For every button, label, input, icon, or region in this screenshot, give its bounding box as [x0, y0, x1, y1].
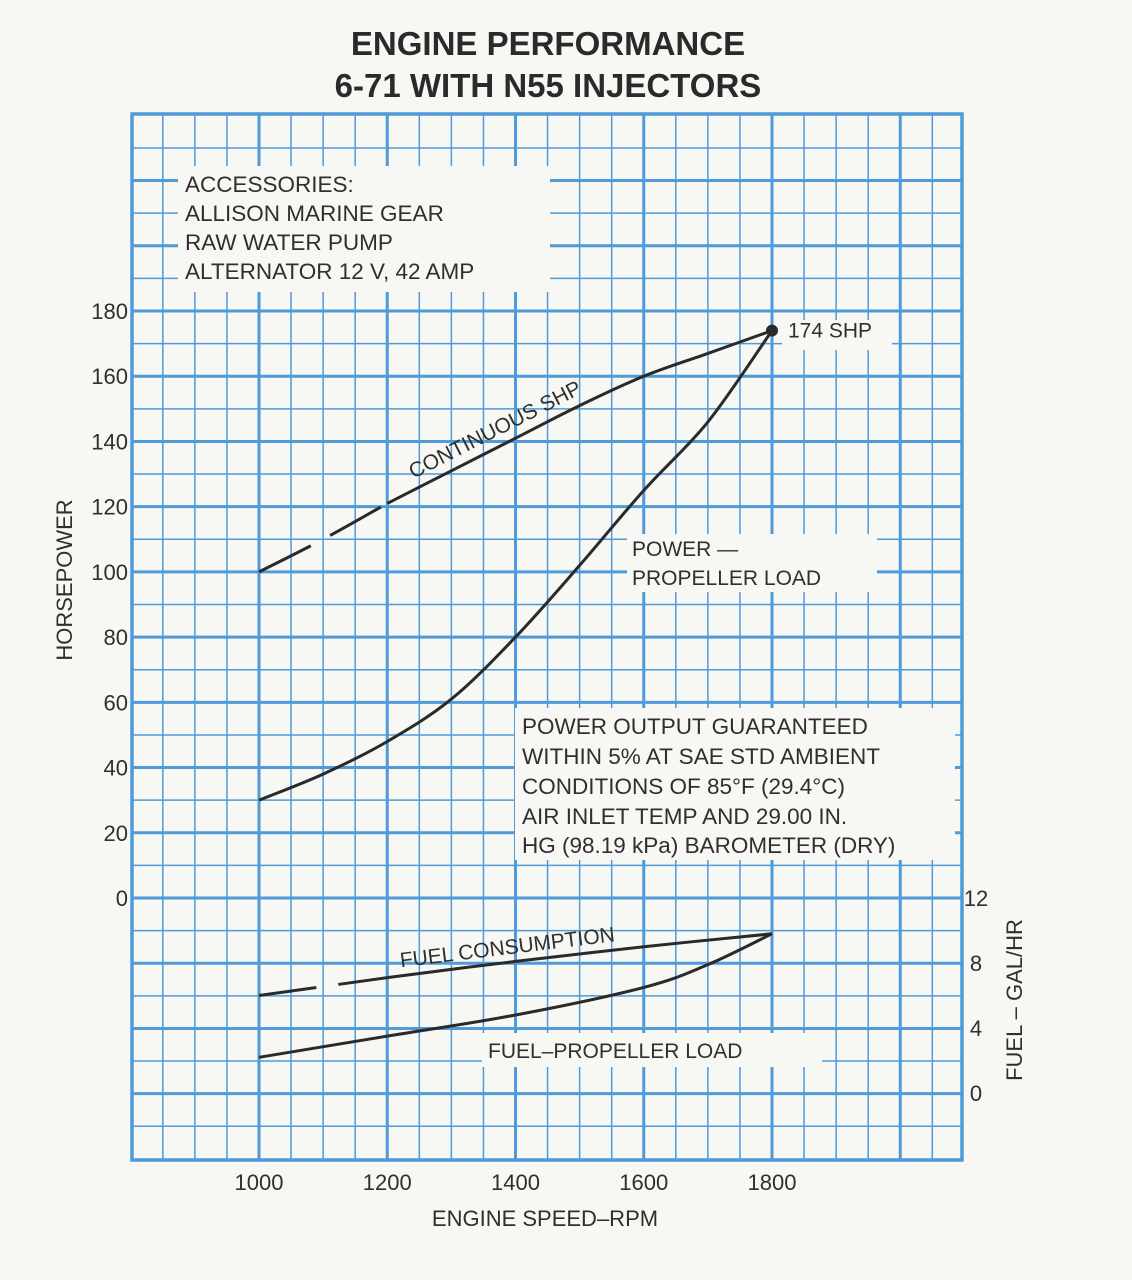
fuel-propeller-load-curve: [258, 932, 773, 1059]
y-right-tick-label: 12: [964, 886, 988, 911]
guarantee-line-3: CONDITIONS OF 85°F (29.4°C): [522, 774, 845, 799]
y-left-tick-label: 100: [91, 560, 128, 585]
y-left-tick-label: 60: [104, 690, 128, 715]
accessories-line-4: ALTERNATOR 12 V, 42 AMP: [185, 259, 474, 284]
fuel-consumption-curve-dashed: [258, 976, 388, 997]
chart-title-line-2: 6-71 WITH N55 INJECTORS: [335, 67, 762, 104]
y-right-tick-label: 8: [970, 951, 982, 976]
rated-shp-annotation: 174 SHP: [788, 320, 872, 343]
guarantee-line-1: POWER OUTPUT GUARANTEED: [522, 714, 868, 739]
rated-shp-point: [766, 324, 778, 337]
continuous-shp-curve-dashed: [258, 502, 389, 574]
y-left-tick-label: 180: [91, 299, 128, 324]
fuel-consumption-curve: [387, 932, 773, 980]
y-left-tick-label: 0: [116, 886, 128, 911]
accessories-line-2: ALLISON MARINE GEAR: [185, 201, 444, 226]
accessories-note-background: [178, 166, 550, 292]
accessories-line-3: RAW WATER PUMP: [185, 230, 393, 255]
guarantee-note: POWER OUTPUT GUARANTEED WITHIN 5% AT SAE…: [515, 708, 955, 860]
y-axis-label-right: FUEL – GAL/HR: [1002, 919, 1027, 1081]
x-tick-label: 1400: [491, 1170, 540, 1195]
guarantee-line-5: HG (98.19 kPa) BAROMETER (DRY): [522, 833, 895, 858]
accessories-line-1: ACCESSORIES:: [185, 172, 354, 197]
y-left-tick-label: 160: [91, 364, 128, 389]
fuel-propeller-load-label: FUEL–PROPELLER LOAD: [488, 1040, 742, 1063]
continuous-shp-curve: [386, 329, 773, 505]
x-tick-label: 1800: [748, 1170, 797, 1195]
curves: [258, 324, 778, 1059]
axis-ticks: 1000 1200 1400 1600 180002040608010012014016…: [91, 299, 988, 1195]
curve-label-backgrounds: [482, 320, 892, 1067]
power-propeller-load-curve: [258, 329, 774, 802]
guarantee-note-background: [515, 708, 955, 860]
y-right-tick-label: 0: [970, 1081, 982, 1106]
propeller-load-label-line-2: PROPELLER LOAD: [632, 567, 821, 590]
y-left-tick-label: 120: [91, 495, 128, 520]
x-axis-label: ENGINE SPEED–RPM: [432, 1206, 658, 1231]
y-axis-label-left: HORSEPOWER: [52, 499, 77, 660]
x-tick-label: 1200: [363, 1170, 412, 1195]
y-left-tick-label: 40: [104, 756, 128, 781]
accessories-note: ACCESSORIES: ALLISON MARINE GEAR RAW WAT…: [178, 166, 550, 292]
y-right-tick-label: 4: [970, 1016, 982, 1041]
shp-annotation-background: [782, 320, 892, 350]
x-tick-label: 1000: [235, 1170, 284, 1195]
propeller-load-label-line-1: POWER —: [632, 538, 738, 561]
chart-title-line-1: ENGINE PERFORMANCE: [351, 25, 745, 62]
x-tick-label: 1600: [619, 1170, 668, 1195]
y-left-tick-label: 20: [104, 821, 128, 846]
propeller-load-label-background: [627, 534, 877, 592]
guarantee-line-4: AIR INLET TEMP AND 29.00 IN.: [522, 804, 847, 829]
y-left-tick-label: 140: [91, 429, 128, 454]
guarantee-line-2: WITHIN 5% AT SAE STD AMBIENT: [522, 744, 880, 769]
y-left-tick-label: 80: [104, 625, 128, 650]
fuel-propeller-label-background: [482, 1033, 822, 1067]
